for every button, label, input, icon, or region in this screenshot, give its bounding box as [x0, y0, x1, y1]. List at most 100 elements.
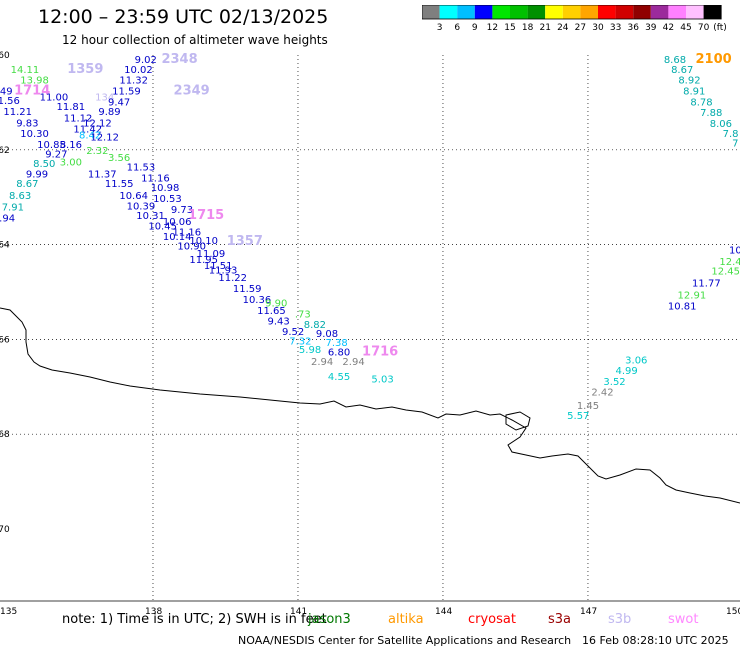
wave-height-label: 5.57 — [567, 411, 589, 422]
latitude-tick-label: -70 — [0, 525, 10, 535]
wave-height-label: 10.36 — [243, 295, 272, 306]
latitude-tick-label: -62 — [0, 146, 10, 156]
colorbar-swatch — [615, 5, 634, 19]
footer-credit: NOAA/NESDIS Center for Satellite Applica… — [238, 634, 572, 647]
units-note: note: 1) Time is in UTC; 2) SWH is in fe… — [62, 612, 327, 627]
wave-height-label: 8.42 — [79, 131, 101, 142]
colorbar-swatch — [562, 5, 581, 19]
axis-tick-labels: 135 138 141 144 147 150 -60 -62 -64 -66 -68 -70 — [0, 51, 740, 617]
colorbar-swatch — [474, 5, 493, 19]
longitude-tick-label: 138 — [145, 607, 162, 617]
wave-height-label: 11.42 — [73, 124, 102, 135]
wave-height-label: 11.09 — [197, 249, 226, 260]
colorbar-swatch — [580, 5, 598, 19]
wave-height-label: 8.92 — [678, 76, 700, 87]
pass-time-label: 1715 — [188, 208, 224, 223]
latitude-tick-label: -60 — [0, 51, 10, 61]
wave-height-label: 4.99 — [615, 366, 637, 377]
wave-height-label: 8.67 — [16, 179, 38, 190]
wave-height-label: 9.43 — [268, 316, 290, 327]
wave-height-label: 11.95 — [189, 255, 218, 266]
wave-height-label: 8.50 — [33, 159, 55, 170]
longitude-tick-label: 144 — [435, 607, 452, 617]
wave-height-label: 11.53 — [127, 162, 156, 173]
wave-height-label: 12.12 — [90, 133, 119, 144]
wave-height-label: 11.65 — [257, 306, 286, 317]
wave-height-label: 8.63 — [9, 191, 31, 202]
colorbar-tick-label: 15 — [504, 23, 515, 33]
wave-height-label: 8.16 — [60, 140, 82, 151]
wave-height-label: 10 — [729, 245, 740, 256]
pass-time-label: 1357 — [227, 234, 263, 249]
colorbar-tick-label: 6 — [454, 23, 460, 33]
colorbar-tick-label: 33 — [610, 23, 621, 33]
wave-height-label: 12.12 — [83, 118, 112, 129]
wave-height-label: 10.45 — [148, 222, 177, 233]
wave-height-label: 3.56 — [108, 153, 130, 164]
wave-height-label: 3.00 — [60, 158, 82, 169]
wave-height-label: 5.03 — [371, 374, 393, 385]
colorbar-swatch — [422, 5, 440, 19]
map-subtitle: 12 hour collection of altimeter wave hei… — [62, 33, 328, 47]
colorbar-swatch — [598, 5, 616, 19]
wave-height-label: 1.45 — [577, 401, 599, 412]
wave-height-label: 11.49 — [0, 87, 13, 98]
colorbar-swatch — [545, 5, 563, 19]
wave-height-label: 10.90 — [177, 242, 206, 253]
wave-height-label: 11.00 — [40, 93, 69, 104]
wave-height-label: 11.37 — [88, 170, 117, 181]
wave-height-label: 11.16 — [141, 173, 170, 184]
wave-height-label: 2.94 — [311, 357, 333, 368]
wave-height-label: 11.59 — [233, 284, 262, 295]
wave-height-label: 4.55 — [328, 372, 350, 383]
pass-time-label: 1716 — [362, 345, 398, 360]
satellite-legend-cryosat: cryosat — [468, 612, 516, 627]
colorbar-tick-label: 12 — [487, 23, 498, 33]
wave-height-label: 9.90 — [265, 298, 287, 309]
wave-height-label: 8.68 — [664, 55, 686, 66]
wave-height-label: 10.64 — [119, 191, 148, 202]
wave-height-label: 7.32 — [289, 336, 311, 347]
map-title: 12:00 – 23:59 UTC 02/13/2025 — [38, 6, 329, 28]
graticule — [0, 55, 740, 602]
wave-height-label: 8.67 — [671, 65, 693, 76]
satellite-legend-s3a: s3a — [548, 612, 572, 627]
colorbar-tick-label: 18 — [522, 23, 534, 33]
colorbar-tick-label: 36 — [627, 23, 639, 33]
satellite-legend-altika: altika — [388, 612, 424, 627]
satellite-legend-s3b: s3b — [608, 612, 632, 627]
wave-height-label: 13.98 — [20, 76, 49, 87]
colorbar-tick-label: 42 — [663, 23, 674, 33]
wave-height-label: 10.94 — [0, 214, 15, 225]
wave-height-label: 10.10 — [189, 236, 218, 247]
wave-height-label: 11.21 — [3, 107, 32, 118]
wave-height-label: 9.73 — [171, 205, 193, 216]
colorbar-unit: (ft) — [713, 23, 727, 33]
wave-height-label: 7.88 — [700, 108, 722, 119]
colorbar-tick-label: 3 — [437, 23, 443, 33]
pass-time-label: 1714 — [14, 84, 50, 99]
wave-height-label: 8.78 — [690, 97, 712, 108]
wave-height-label: 11.56 — [0, 96, 20, 107]
wave-height-label: 8.82 — [304, 320, 326, 331]
wave-height-label: 12.4 — [719, 257, 740, 268]
wave-height-colorbar: 3 6 9 12 15 18 21 24 27 30 33 36 39 42 45 70 (ft) — [422, 5, 727, 33]
wave-height-label: 10.53 — [153, 194, 182, 205]
wave-height-label: .73 — [295, 309, 311, 320]
wave-height-label: 10.31 — [136, 211, 165, 222]
colorbar-tick-label: 70 — [698, 23, 710, 33]
wave-height-label: 10.98 — [151, 183, 180, 194]
colorbar-tick-label: 39 — [645, 23, 657, 33]
pass-time-label: 2349 — [174, 84, 210, 99]
colorbar-swatch — [510, 5, 528, 19]
wave-height-label: 6.80 — [328, 348, 350, 359]
latitude-tick-label: -66 — [0, 335, 10, 345]
longitude-tick-label: 147 — [580, 607, 597, 617]
colorbar-tick-label: 21 — [539, 23, 550, 33]
colorbar-tick-label: 24 — [557, 23, 569, 33]
wave-height-label: 11.32 — [119, 76, 148, 87]
colorbar-swatch — [527, 5, 546, 19]
wave-height-label: 9.99 — [26, 170, 48, 181]
